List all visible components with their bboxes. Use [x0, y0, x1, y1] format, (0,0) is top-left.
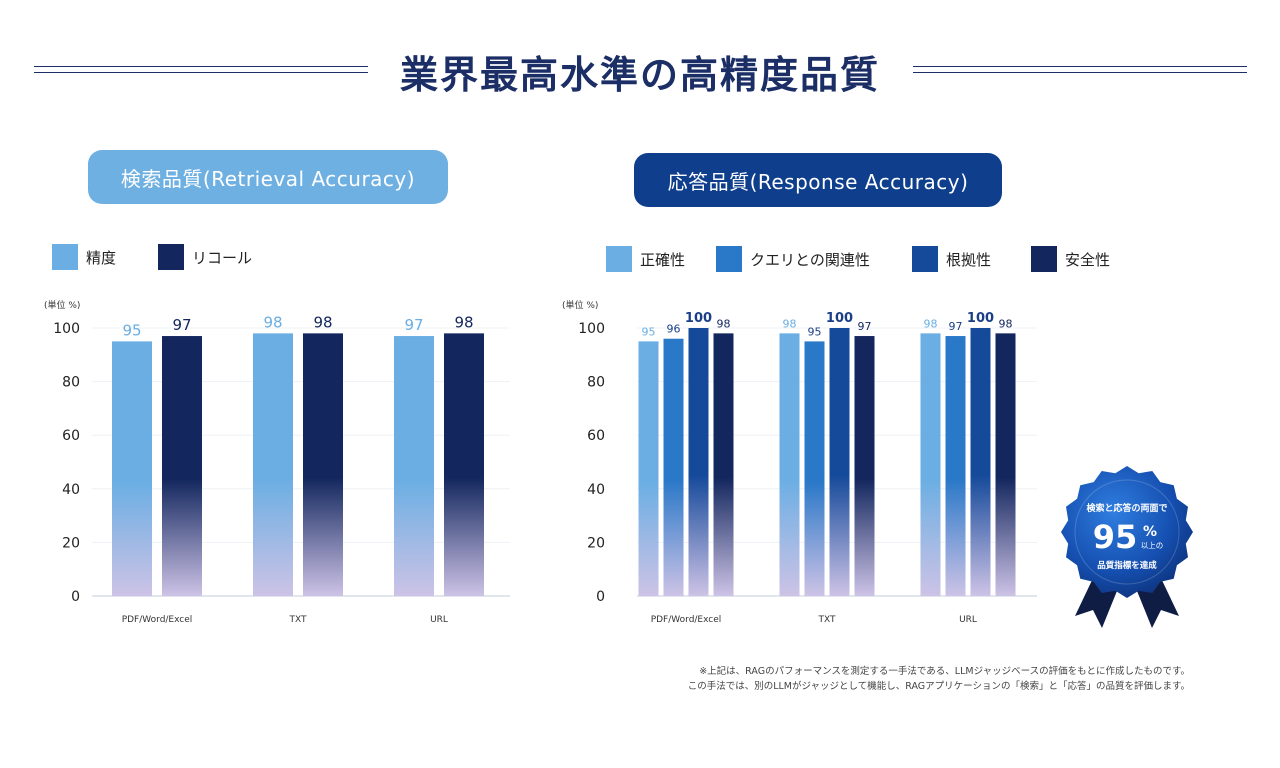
badge-number: 95: [1093, 518, 1138, 556]
res-ytick-80: 80: [587, 375, 605, 391]
res-bar-2-0: [688, 328, 709, 596]
retrieval-heading: 検索品質(Retrieval Accuracy): [88, 150, 448, 204]
ret-bar-1-1: [303, 333, 343, 596]
res-bar-2-2: [970, 328, 991, 596]
ret-category-label-0: PDF/Word/Excel: [122, 615, 193, 625]
res-value-label-1-2: 97: [949, 320, 963, 333]
res-value-label-3-0: 98: [717, 317, 731, 330]
ret-bar-0-1: [253, 333, 293, 596]
res-bar-3-2: [995, 333, 1016, 596]
ret-value-label-0-0: 95: [122, 321, 141, 339]
legend-label-recall: リコール: [192, 248, 253, 267]
res-ytick-100: 100: [578, 321, 605, 337]
legend-swatch-groundedness: [912, 246, 938, 272]
footnote-line2: この手法では、別のLLMがジャッジとして機能し、RAGアプリケーションの「検索」…: [687, 681, 1190, 692]
res-value-label-0-1: 98: [783, 317, 797, 330]
legend-swatch-accuracy: [606, 246, 632, 272]
badge-line1: 検索と応答の両面で: [1086, 502, 1167, 514]
badge-seal: [1061, 466, 1193, 598]
badge-percent: %: [1143, 524, 1157, 540]
ret-value-label-1-1: 98: [313, 313, 332, 331]
res-ytick-0: 0: [596, 589, 605, 605]
legend-label-accuracy: 正確性: [640, 250, 686, 269]
res-value-label-3-2: 98: [999, 317, 1013, 330]
res-bar-3-1: [854, 336, 875, 596]
res-ytick-20: 20: [587, 535, 605, 551]
legend-label-safety: 安全性: [1065, 250, 1111, 269]
footnote-line1: ※上記は、RAGのパフォーマンスを測定する一手法である、LLMジャッジベースの評…: [699, 666, 1190, 677]
ret-bar-1-0: [162, 336, 202, 596]
ret-bar-0-0: [112, 341, 152, 596]
res-bar-3-0: [713, 333, 734, 596]
ret-ytick-60: 60: [62, 428, 80, 444]
res-category-label-2: URL: [959, 615, 977, 625]
ret-ytick-20: 20: [62, 535, 80, 551]
badge-inner-ring: [1074, 479, 1180, 585]
res-category-label-1: TXT: [817, 615, 836, 625]
title-rule-left: [34, 66, 368, 73]
res-value-label-3-1: 97: [858, 320, 872, 333]
ret-ytick-80: 80: [62, 375, 80, 391]
ret-bar-0-2: [394, 336, 434, 596]
response-chart: 0 20 40 60 80 100 95 96 100 98 PDF/Word/Excel 98 95 1…: [578, 311, 1037, 625]
res-value-label-0-2: 98: [924, 317, 938, 330]
page-title: 業界最高水準の高精度品質: [399, 53, 880, 97]
res-bar-1-1: [804, 341, 825, 596]
ret-ytick-0: 0: [71, 589, 80, 605]
legend-item-precision: 精度: [52, 244, 116, 270]
res-value-label-2-1: 100: [826, 311, 853, 326]
retrieval-unit-label: (単位 %): [44, 301, 81, 311]
badge-line3: 品質指標を達成: [1097, 560, 1157, 571]
legend-swatch-recall: [158, 244, 184, 270]
res-bar-0-1: [779, 333, 800, 596]
res-value-label-2-0: 100: [685, 311, 712, 326]
legend-swatch-precision: [52, 244, 78, 270]
retrieval-chart: 0 20 40 60 80 100 95 97 PDF/Word/Excel 98 98 TXT 97 9…: [53, 313, 510, 625]
ret-ytick-100: 100: [53, 321, 80, 337]
legend-item-relevance: クエリとの関連性: [716, 246, 870, 272]
res-bar-0-0: [638, 341, 659, 596]
res-bar-1-0: [663, 338, 684, 596]
ret-value-label-1-2: 98: [454, 313, 473, 331]
quality-badge: 検索と応答の両面で 95 % 以上の 品質指標を達成: [1061, 466, 1193, 628]
legend-item-accuracy: 正確性: [606, 246, 685, 272]
res-value-label-2-2: 100: [967, 311, 994, 326]
res-category-label-0: PDF/Word/Excel: [651, 615, 722, 625]
res-value-label-1-0: 96: [667, 323, 681, 336]
ret-bar-1-2: [444, 333, 484, 596]
ret-value-label-0-2: 97: [404, 316, 423, 334]
res-bar-2-1: [829, 328, 850, 596]
title-rule-right: [913, 66, 1247, 73]
legend-item-groundedness: 根拠性: [912, 246, 991, 272]
res-ytick-60: 60: [587, 428, 605, 444]
res-value-label-0-0: 95: [642, 325, 656, 338]
ret-category-label-2: URL: [430, 615, 448, 625]
badge-suffix: 以上の: [1141, 541, 1164, 550]
ret-ytick-40: 40: [62, 482, 80, 498]
legend-swatch-relevance: [716, 246, 742, 272]
ret-value-label-1-0: 97: [172, 316, 191, 334]
res-ytick-40: 40: [587, 482, 605, 498]
legend-swatch-safety: [1031, 246, 1057, 272]
ret-value-label-0-1: 98: [263, 313, 282, 331]
response-heading: 応答品質(Response Accuracy): [634, 153, 1002, 207]
ret-category-label-1: TXT: [288, 615, 307, 625]
legend-label-groundedness: 根拠性: [946, 250, 992, 269]
legend-item-safety: 安全性: [1031, 246, 1110, 272]
legend-label-precision: 精度: [86, 248, 117, 267]
res-bar-1-2: [945, 336, 966, 596]
res-value-label-1-1: 95: [808, 325, 822, 338]
legend-item-recall: リコール: [158, 244, 252, 270]
response-unit-label: (単位 %): [562, 301, 599, 311]
footnote: ※上記は、RAGのパフォーマンスを測定する一手法である、LLMジャッジベースの評…: [600, 664, 1190, 694]
legend-label-relevance: クエリとの関連性: [750, 250, 870, 269]
res-bar-0-2: [920, 333, 941, 596]
